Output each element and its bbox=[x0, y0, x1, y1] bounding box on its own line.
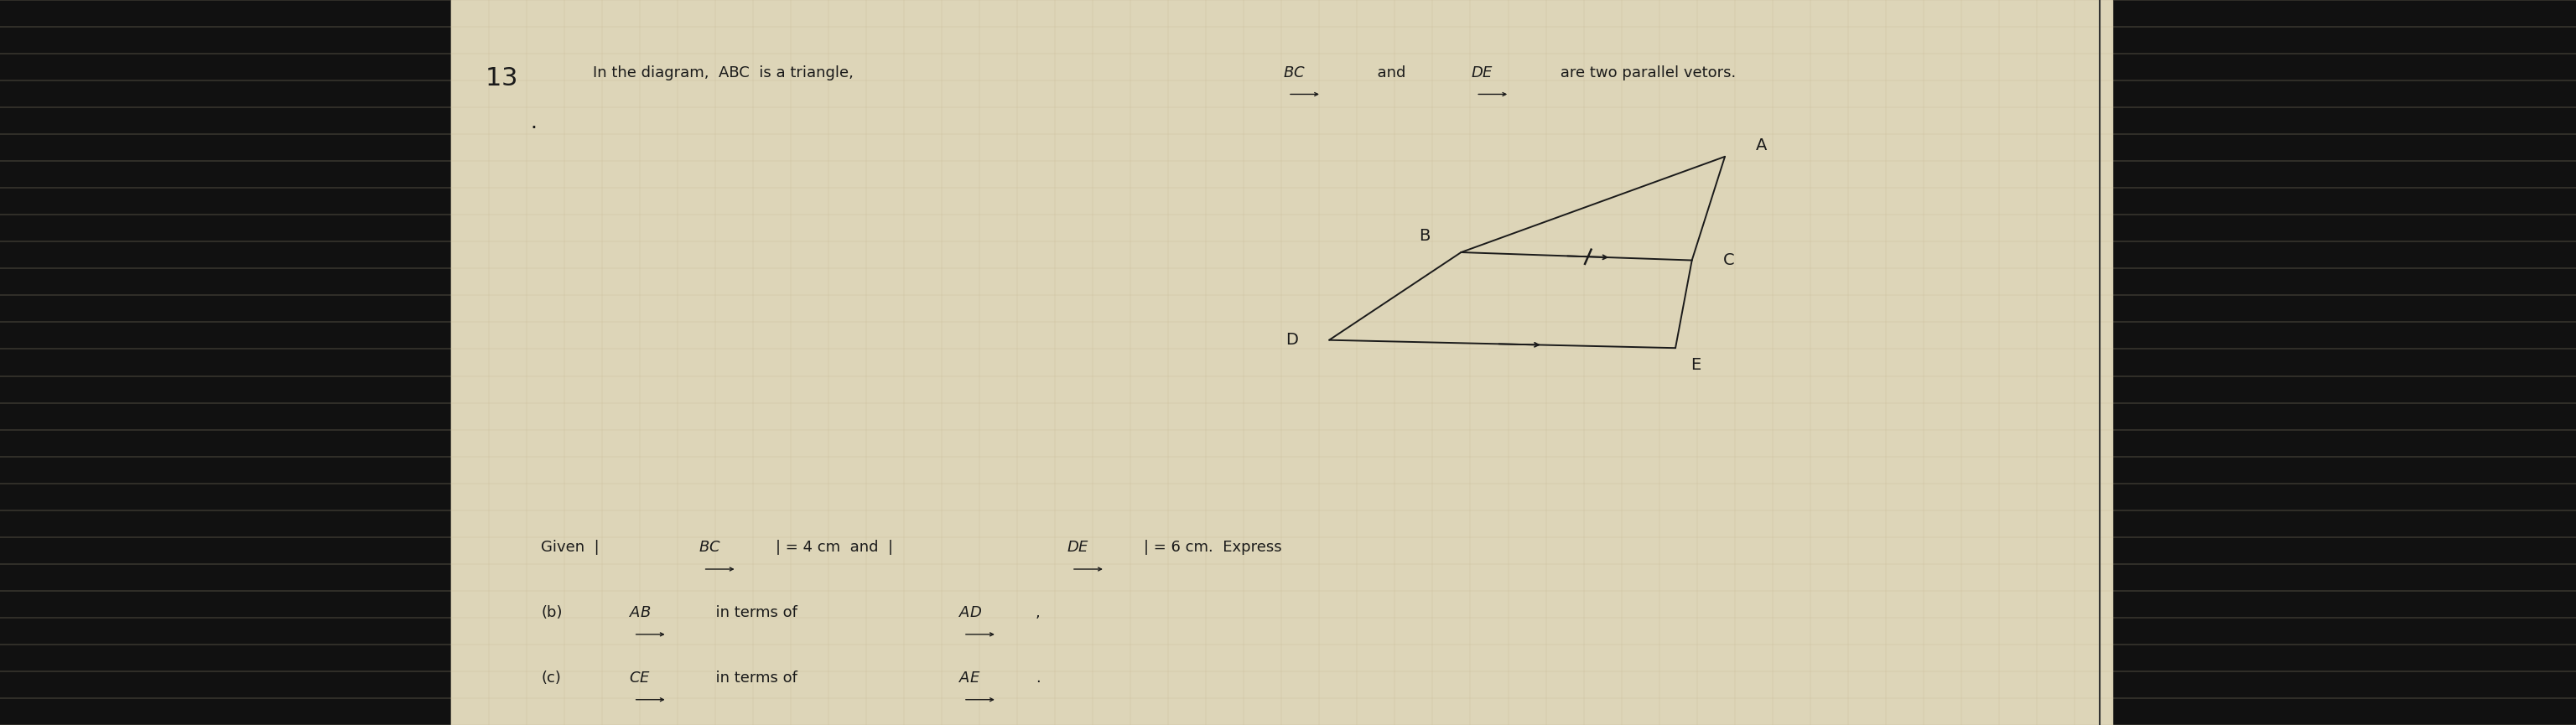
Bar bbox=[451, 0, 2112, 725]
Text: in terms of: in terms of bbox=[706, 671, 806, 686]
Text: | = 6 cm.  Express: | = 6 cm. Express bbox=[1144, 540, 1283, 555]
Text: are two parallel vetors.: are two parallel vetors. bbox=[1556, 65, 1736, 80]
Text: $\mathit{AD}$: $\mathit{AD}$ bbox=[958, 605, 981, 621]
Text: In the diagram,  ABC  is a triangle,: In the diagram, ABC is a triangle, bbox=[592, 65, 863, 80]
Text: (c): (c) bbox=[541, 671, 562, 686]
Text: A: A bbox=[1757, 137, 1767, 153]
Text: $\mathit{DE}$: $\mathit{DE}$ bbox=[1471, 65, 1494, 80]
Text: $\it{13}$: $\it{13}$ bbox=[484, 65, 518, 91]
Text: $\mathit{BC}$: $\mathit{BC}$ bbox=[1283, 65, 1306, 80]
Text: C: C bbox=[1723, 252, 1734, 268]
Text: (b): (b) bbox=[541, 605, 562, 621]
Text: and: and bbox=[1368, 65, 1417, 80]
Text: Given  |: Given | bbox=[541, 540, 600, 555]
Text: $\mathit{DE}$: $\mathit{DE}$ bbox=[1066, 540, 1090, 555]
Text: | = 4 cm  and  |: | = 4 cm and | bbox=[775, 540, 894, 555]
Text: $\mathit{AB}$: $\mathit{AB}$ bbox=[629, 605, 652, 621]
Text: .: . bbox=[1036, 671, 1041, 686]
Text: B: B bbox=[1419, 228, 1430, 244]
Text: $\mathit{CE}$: $\mathit{CE}$ bbox=[629, 671, 649, 686]
Text: ,: , bbox=[1036, 605, 1041, 621]
Bar bbox=[2112, 0, 2576, 725]
Text: .: . bbox=[531, 112, 538, 133]
Text: $\mathit{BC}$: $\mathit{BC}$ bbox=[698, 540, 721, 555]
Text: in terms of: in terms of bbox=[706, 605, 806, 621]
Text: E: E bbox=[1690, 357, 1700, 373]
Text: D: D bbox=[1285, 332, 1298, 348]
Text: $\mathit{AE}$: $\mathit{AE}$ bbox=[958, 671, 981, 686]
Bar bbox=[0, 0, 451, 725]
